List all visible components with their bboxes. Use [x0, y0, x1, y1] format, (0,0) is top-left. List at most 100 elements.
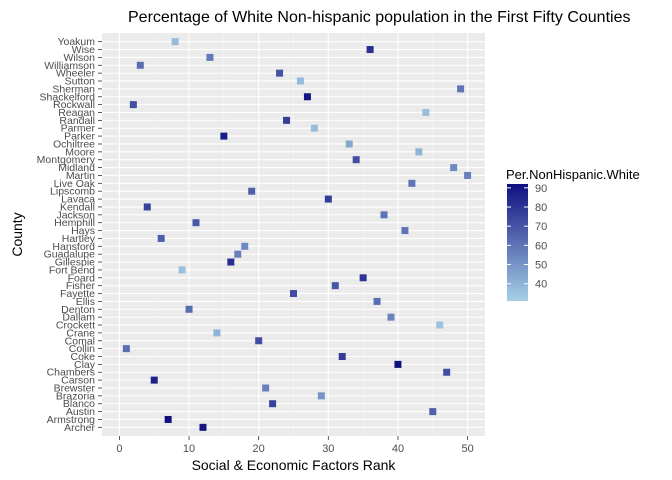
data-point [415, 148, 423, 156]
data-point [457, 85, 465, 93]
y-tick-label: Fisher [66, 280, 96, 292]
y-tick-label: Lipscomb [50, 186, 95, 198]
y-tick-label: Denton [61, 304, 95, 316]
major-gridlines [102, 33, 485, 436]
y-tick-label: Montgomery [37, 154, 96, 166]
data-point [234, 250, 242, 258]
x-tick-label: 20 [253, 443, 265, 455]
data-point [178, 266, 186, 274]
y-tick-label: Hays [71, 225, 95, 237]
y-tick-label: Blanco [63, 398, 95, 410]
chart-title: Percentage of White Non-hispanic populat… [128, 9, 630, 26]
y-tick-label: Yoakum [57, 36, 95, 48]
x-tick-label: 0 [116, 443, 122, 455]
data-point [303, 93, 311, 101]
data-point [248, 187, 256, 195]
data-point [143, 203, 151, 211]
x-tick-label: 50 [461, 443, 473, 455]
data-point [422, 108, 430, 116]
data-point [213, 329, 221, 337]
data-point [401, 227, 409, 235]
data-point [129, 101, 137, 109]
y-tick-label: Parmer [61, 123, 96, 135]
y-tick-label: Moore [65, 146, 95, 158]
data-point [436, 321, 444, 329]
data-point [199, 423, 207, 431]
y-tick-label: Dallam [62, 312, 95, 324]
y-axis-title: County [9, 212, 25, 256]
y-tick-label: Williamson [44, 60, 95, 72]
data-point [331, 282, 339, 290]
data-point [380, 211, 388, 219]
legend-tick-label: 90 [535, 183, 547, 195]
legend-colorbar [507, 184, 528, 301]
y-tick-label: Ochiltree [53, 138, 95, 150]
data-point [324, 195, 332, 203]
y-tick-label: Sutton [65, 76, 96, 88]
y-tick-label: Austin [66, 406, 95, 418]
y-tick-label: Kendall [60, 201, 95, 213]
y-tick-label: Hemphill [54, 217, 95, 229]
data-point [283, 116, 291, 124]
data-point [206, 53, 214, 61]
data-point [373, 297, 381, 305]
y-tick-label: Martin [66, 170, 95, 182]
y-tick-label: Archer [64, 422, 95, 434]
y-tick-label: Wilson [63, 52, 95, 64]
data-point [345, 140, 353, 148]
legend-tick-label: 50 [535, 260, 547, 272]
y-tick-label: Wheeler [56, 68, 96, 80]
data-point [262, 384, 270, 392]
x-tick-label: 40 [392, 443, 404, 455]
y-tick-label: Foard [68, 272, 96, 284]
data-point [241, 242, 249, 250]
legend-tick-label: 60 [535, 240, 547, 252]
data-point [171, 38, 179, 46]
legend-tick-label: 80 [535, 202, 547, 214]
color-legend: Per.NonHispanic.White 40 50 60 70 80 90 [506, 167, 640, 301]
y-tick-label: Hansford [52, 241, 95, 253]
minor-gridlines [153, 33, 434, 436]
data-point [122, 345, 130, 353]
y-tick-label: Live Oak [54, 178, 96, 190]
y-axis-ticks: ArcherArmstrongAustinBlancoBrazoriaBrews… [37, 36, 102, 434]
x-axis-ticks: 0 10 20 30 40 50 [116, 436, 474, 455]
data-point [338, 353, 346, 361]
data-point [408, 179, 416, 187]
y-tick-label: Shackelford [40, 91, 96, 103]
data-point [227, 258, 235, 266]
y-tick-label: Hartley [62, 233, 96, 245]
y-tick-label: Carson [61, 375, 95, 387]
data-point [394, 360, 402, 368]
data-point [317, 392, 325, 400]
y-tick-label: Reagan [58, 107, 95, 119]
y-tick-label: Wise [72, 44, 95, 56]
data-points [122, 38, 472, 431]
x-axis-title: Social & Economic Factors Rank [192, 457, 397, 473]
data-point [296, 77, 304, 85]
data-point [290, 290, 297, 298]
data-point [352, 156, 360, 164]
y-tick-label: Chambers [47, 367, 95, 379]
legend-tick-label: 40 [535, 279, 547, 291]
y-tick-label: Fort Bend [49, 264, 95, 276]
y-tick-label: Lavaca [61, 194, 95, 206]
y-tick-label: Midland [58, 162, 95, 174]
y-tick-label: Brazoria [56, 390, 95, 402]
data-point [136, 61, 144, 69]
data-point [150, 376, 158, 384]
x-tick-label: 30 [322, 443, 334, 455]
y-tick-label: Coke [70, 351, 95, 363]
y-tick-label: Ellis [76, 296, 95, 308]
data-point [310, 124, 318, 132]
data-point [192, 219, 200, 227]
y-tick-label: Armstrong [47, 414, 96, 426]
y-tick-label: Collin [69, 343, 95, 355]
legend-tick-label: 70 [535, 221, 547, 233]
y-tick-label: Jackson [56, 209, 95, 221]
data-point [255, 337, 263, 345]
data-point [464, 171, 472, 179]
y-tick-label: Gillespie [55, 257, 95, 269]
data-point [359, 274, 367, 282]
y-tick-label: Crockett [56, 320, 95, 332]
